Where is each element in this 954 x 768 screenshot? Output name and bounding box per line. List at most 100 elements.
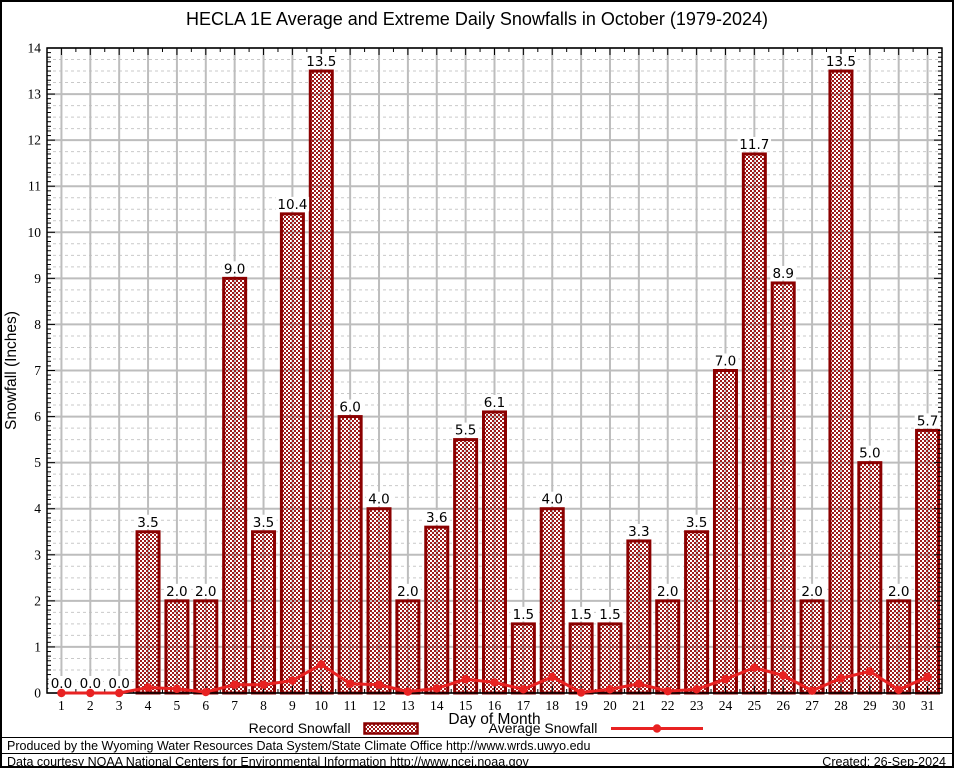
average-snowfall-marker [807, 686, 817, 695]
average-snowfall-marker [605, 685, 615, 694]
bar-value-label: 6.0 [339, 400, 360, 416]
x-axis-tick-label: 26 [776, 698, 790, 713]
y-axis-tick-label: 6 [34, 409, 41, 424]
x-axis-tick-label: 8 [260, 698, 267, 713]
record-snowfall-bar [598, 623, 621, 693]
bar-value-label: 2.0 [801, 584, 822, 600]
y-axis-tick-label: 9 [34, 271, 41, 286]
x-axis-tick-label: 6 [202, 698, 209, 713]
bar-value-label: 1.5 [599, 607, 620, 623]
bar-value-label-bg [48, 676, 75, 691]
y-axis-tick-label: 8 [34, 317, 41, 332]
bar-value-label: 10.4 [277, 197, 307, 213]
average-snowfall-marker [403, 687, 413, 696]
x-axis-tick-label: 14 [430, 698, 444, 713]
bar-value-label: 13.5 [306, 54, 336, 70]
bar-value-label: 13.5 [826, 54, 856, 70]
record-snowfall-bar [829, 71, 852, 694]
footer-credit-text: Data courtesy NOAA National Centers for … [7, 755, 529, 768]
x-axis-tick-label: 15 [459, 698, 473, 713]
bar-value-label-bg [824, 54, 858, 69]
bar-value-label-bg [394, 583, 421, 599]
record-snowfall-bar [137, 531, 160, 693]
x-axis-tick-label: 22 [661, 698, 675, 713]
bar-value-label-bg [568, 606, 595, 622]
bar-value-label-bg [510, 606, 537, 622]
average-snowfall-marker [172, 684, 182, 694]
legend-record-label: Record Snowfall [248, 719, 351, 736]
x-axis-tick-label: 16 [488, 698, 502, 713]
average-snowfall-marker [923, 672, 932, 682]
record-snowfall-bar [541, 508, 564, 693]
record-snowfall-bar [656, 600, 679, 693]
average-snowfall-marker [461, 674, 470, 684]
bar-value-label: 2.0 [195, 584, 216, 600]
bar-value-label-bg [597, 606, 623, 622]
record-snowfall-bar [887, 600, 910, 693]
bar-value-label-bg [654, 583, 681, 599]
bar-value-label: 2.0 [657, 584, 678, 600]
bar-value-label: 4.0 [541, 492, 562, 508]
bar-value-label: 11.7 [739, 137, 769, 153]
average-snowfall-marker [865, 667, 875, 676]
x-axis-tick-label: 20 [603, 698, 617, 713]
bar-value-label-bg [164, 583, 190, 599]
x-axis-tick-label: 11 [344, 698, 357, 713]
footer-line-2: Data courtesy NOAA National Centers for … [2, 754, 952, 768]
bar-value-label-bg [304, 54, 338, 69]
average-snowfall-marker [519, 685, 528, 694]
average-snowfall-marker [114, 688, 124, 698]
average-snowfall-marker [86, 688, 95, 698]
x-axis-tick-label: 9 [289, 698, 296, 713]
average-snowfall-marker [317, 660, 326, 669]
y-axis-tick-label: 10 [28, 225, 42, 240]
bar-value-label-bg [106, 676, 133, 691]
average-snowfall-marker [490, 678, 499, 687]
bar-value-label: 4.0 [368, 492, 389, 508]
bar-value-label: 5.0 [859, 446, 880, 462]
average-snowfall-marker [432, 684, 441, 693]
y-axis-tick-label: 12 [28, 133, 42, 148]
average-snowfall-marker [288, 676, 297, 685]
bar-value-label: 3.3 [628, 524, 649, 540]
average-snowfall-marker [259, 680, 268, 689]
bar-value-label-bg [192, 583, 219, 599]
bar-value-label-bg [77, 676, 104, 691]
bar-value-label: 2.0 [397, 584, 418, 600]
record-snowfall-bar [714, 370, 737, 693]
average-snowfall-marker [750, 663, 759, 672]
record-snowfall-bar [483, 411, 506, 693]
record-snowfall-bar [570, 623, 593, 693]
record-snowfall-bar [310, 71, 333, 694]
y-axis-tick-label: 14 [28, 41, 42, 56]
x-axis-tick-label: 31 [921, 698, 935, 713]
y-axis-label: Snowfall (Inches) [3, 311, 20, 430]
footer-line-1: Produced by the Wyoming Water Resources … [2, 738, 952, 754]
legend-average-label: Average Snowfall [488, 719, 598, 736]
x-axis-tick-label: 18 [545, 698, 559, 713]
bar-value-label-bg [799, 583, 825, 599]
x-axis-tick-label: 21 [632, 698, 646, 713]
bar-value-label-bg [856, 445, 883, 461]
x-axis-tick-label: 5 [174, 698, 181, 713]
bar-value-label: 2.0 [888, 584, 909, 600]
record-snowfall-bar [165, 600, 188, 693]
average-snowfall-marker [548, 672, 557, 682]
record-snowfall-bar [627, 540, 650, 693]
average-snowfall-marker [57, 688, 66, 698]
bar-value-label: 7.0 [715, 354, 736, 370]
bar-value-label-bg [683, 514, 710, 530]
record-snowfall-bar [512, 623, 535, 693]
bar-value-label: 3.5 [137, 515, 158, 531]
y-axis-tick-label: 3 [34, 547, 41, 562]
x-axis-tick-label: 23 [690, 698, 704, 713]
bar-value-label: 3.5 [686, 515, 707, 531]
record-snowfall-bar [281, 213, 304, 693]
bar-value-label: 3.6 [426, 510, 447, 526]
bar-value-label: 0.0 [80, 676, 101, 692]
y-axis-tick-label: 4 [34, 501, 41, 516]
average-snowfall-marker [663, 686, 672, 696]
record-snowfall-bar [252, 531, 275, 693]
average-snowfall-marker [143, 683, 153, 692]
